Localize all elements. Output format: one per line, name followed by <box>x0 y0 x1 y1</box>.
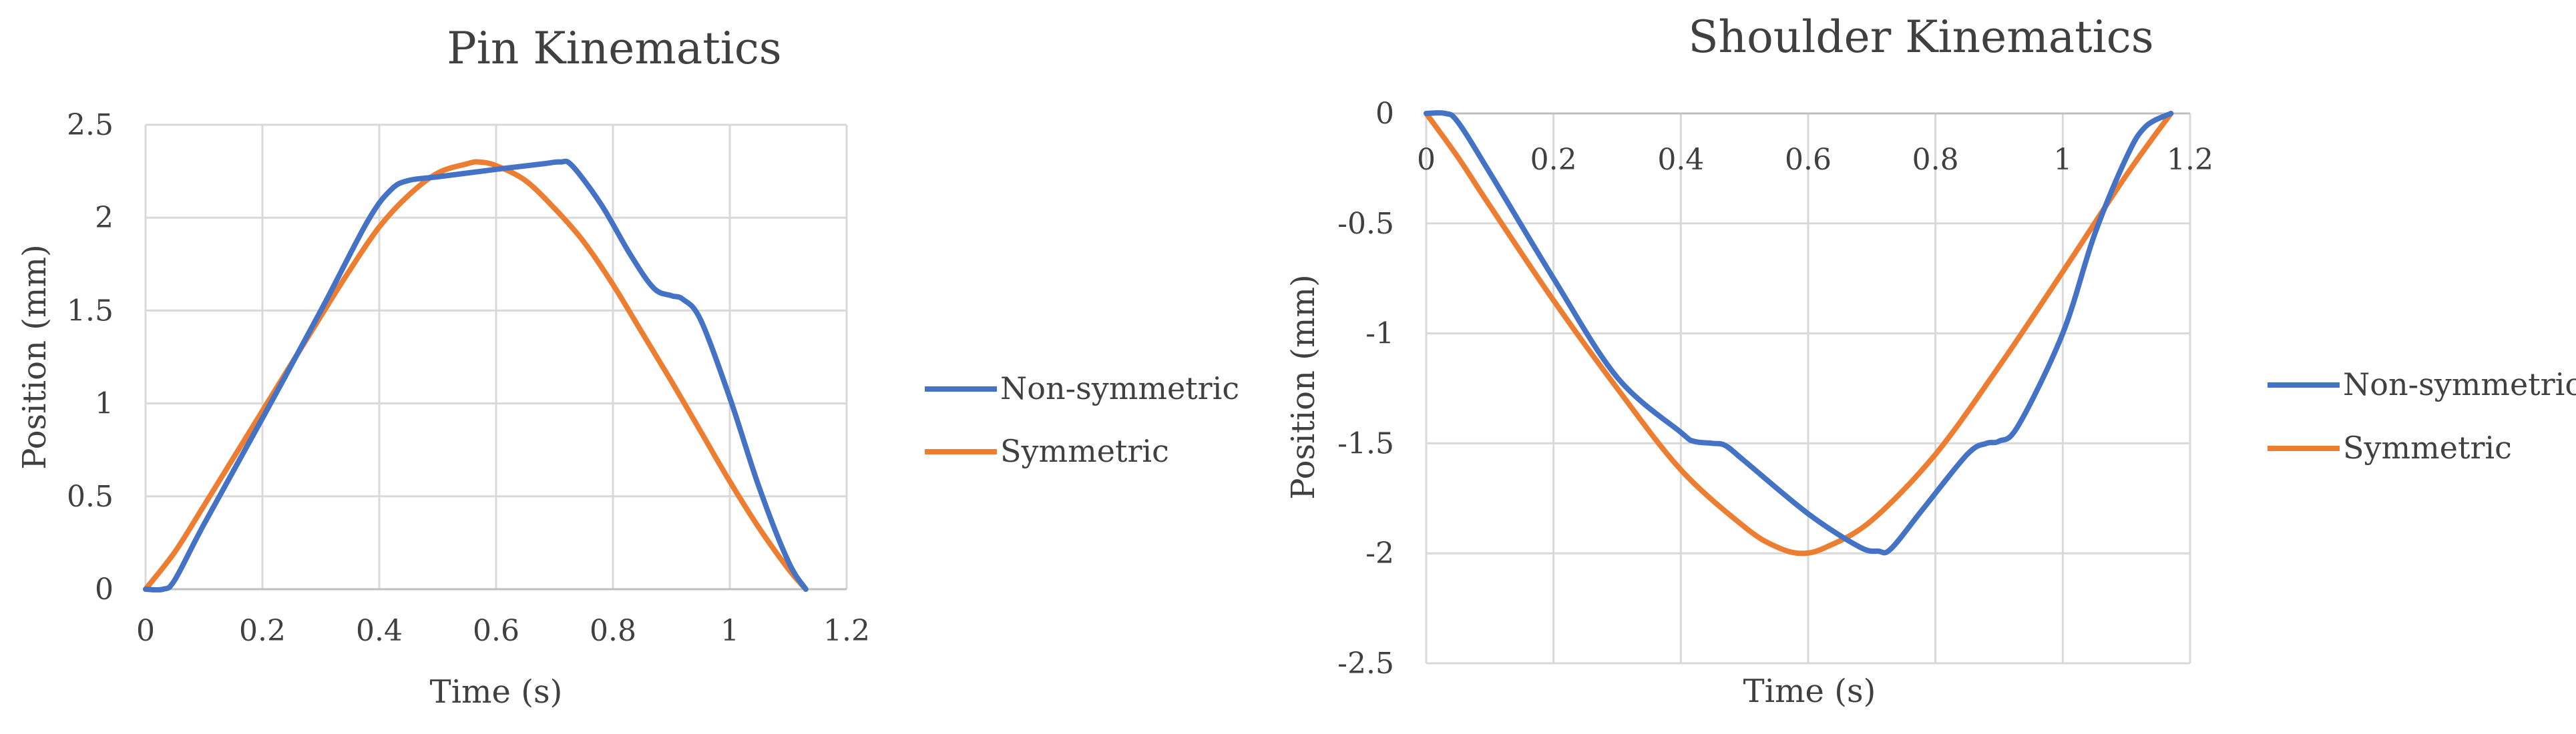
series-line-non-symmetric <box>1424 110 2174 556</box>
chart-1: Pin Kinematics 0 0.2 0.4 0.6 0.8 1 1.2 0 0.5 1 1.5 2… <box>16 23 1239 711</box>
y-tick-label: -1.5 <box>1337 426 1394 460</box>
x-tick-label: 1.2 <box>2167 143 2213 177</box>
x-axis-title: Time (s) <box>430 673 563 711</box>
y-tick-label: -1 <box>1365 317 1394 351</box>
y-tick-label: -2.5 <box>1337 647 1394 681</box>
x-tick-label: 0.6 <box>473 614 519 648</box>
chart-2: Shoulder Kinematics 0 0.2 0.4 0.6 0.8 1 1.2 0 -0.… <box>1285 11 2576 710</box>
x-tick-label: 0.2 <box>1530 143 1577 177</box>
x-tick-label: 1 <box>2053 143 2072 177</box>
y-tick-label: 1 <box>95 387 114 421</box>
legend-label: Non-symmetric <box>2343 366 2576 402</box>
x-tick-label: 0 <box>1417 143 1436 177</box>
series-line-non-symmetric <box>143 158 809 593</box>
series-line-symmetric <box>1424 111 2174 557</box>
y-tick-label: 2 <box>95 201 114 235</box>
x-tick-label: 1.2 <box>823 614 870 648</box>
y-axis-title: Position (mm) <box>16 244 53 469</box>
x-tick-label: 0.6 <box>1785 143 1832 177</box>
chart-title: Pin Kinematics <box>447 23 781 74</box>
x-tick-label: 0.8 <box>1912 143 1959 177</box>
x-tick-label: 0.4 <box>356 614 403 648</box>
y-tick-label: -2 <box>1365 536 1394 571</box>
x-tick-label: 0.2 <box>239 614 286 648</box>
y-tick-label: 0 <box>95 573 114 607</box>
y-tick-label: 1.5 <box>67 294 114 328</box>
y-axis-title: Position (mm) <box>1285 274 1322 499</box>
y-tick-label: 2.5 <box>67 108 114 142</box>
x-tick-label: 0.4 <box>1657 143 1704 177</box>
x-axis-title: Time (s) <box>1743 673 1876 710</box>
x-tick-label: 0 <box>136 614 155 648</box>
y-tick-label: -0.5 <box>1337 207 1394 241</box>
series-line-symmetric <box>143 159 809 592</box>
legend-label: Symmetric <box>1000 433 1169 469</box>
y-tick-label: 0.5 <box>67 480 114 514</box>
legend-label: Symmetric <box>2343 430 2512 466</box>
y-tick-label: 0 <box>1375 97 1394 131</box>
legend-label: Non-symmetric <box>1000 370 1239 406</box>
x-tick-label: 1 <box>720 614 739 648</box>
chart-title: Shoulder Kinematics <box>1688 11 2153 63</box>
x-tick-label: 0.8 <box>590 614 636 648</box>
